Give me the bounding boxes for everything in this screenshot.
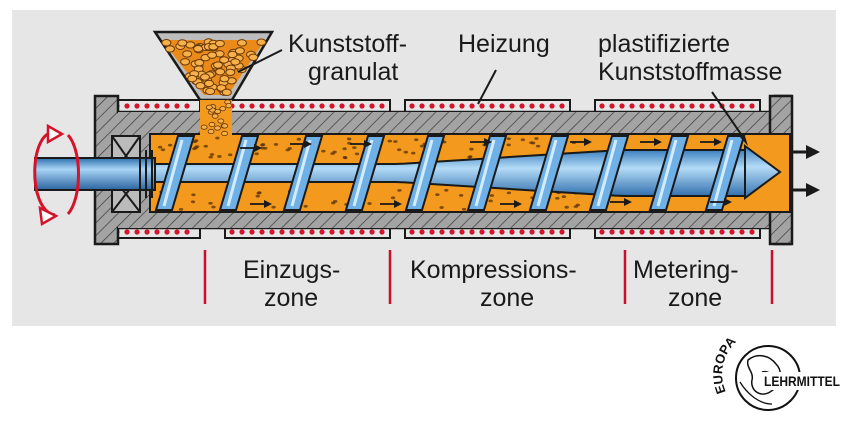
hopper (152, 30, 275, 137)
screw (154, 135, 782, 211)
label-granulat-line1: Kunststoff- (288, 30, 407, 58)
label-masse-line1: plastifizierte (598, 30, 730, 58)
zone1-label-line2: zone (264, 284, 318, 312)
flow-arrows (240, 138, 820, 208)
zone-separators (203, 250, 774, 304)
zone2-label-line2: zone (480, 284, 534, 312)
rotation-arrow-icon (33, 123, 80, 227)
logo-arc-text: EUROPA (710, 333, 739, 396)
svg-text:EUROPA: EUROPA (710, 333, 739, 396)
zone1-label-line1: Einzugs- (243, 256, 340, 284)
pointer-lines (237, 49, 748, 146)
label-granulat-line2: granulat (308, 58, 398, 86)
zone2-label-line1: Kompressions- (410, 256, 577, 284)
label-masse-line2: Kunststoffmasse (598, 58, 782, 86)
logo-brand-text: LEHRMITTEL (764, 373, 840, 389)
label-heizung: Heizung (458, 30, 550, 58)
zone3-label-line2: zone (668, 284, 722, 312)
drive-shaft (34, 150, 156, 198)
europa-lehrmittel-logo: EUROPA LEHRMITTEL (710, 333, 842, 411)
zone3-label-line1: Metering- (633, 256, 739, 284)
